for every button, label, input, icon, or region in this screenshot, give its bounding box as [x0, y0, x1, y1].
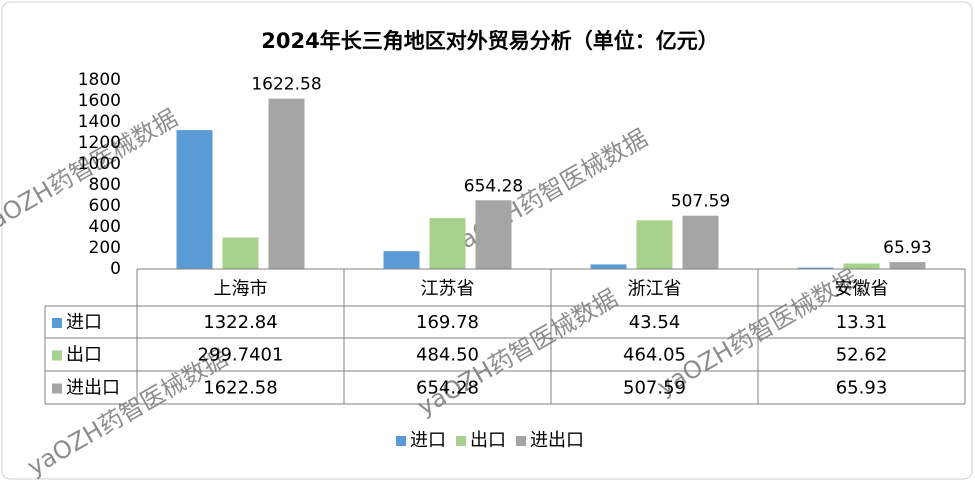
table-cell: 507.59	[623, 378, 686, 399]
legend-label: 出口	[470, 430, 506, 451]
table-cell: 13.31	[836, 312, 888, 333]
bar	[590, 264, 627, 269]
bar	[889, 262, 926, 269]
y-tick-label: 1200	[78, 133, 121, 153]
legend-key	[52, 318, 62, 328]
table-cell: 52.62	[836, 345, 888, 366]
table-row-label: 进出口	[66, 378, 120, 399]
y-tick-label: 600	[89, 196, 121, 216]
y-tick-label: 200	[89, 238, 121, 258]
legend-key	[456, 436, 466, 446]
bar	[843, 263, 880, 269]
y-tick-label: 0	[110, 259, 121, 279]
legend: 进口 出口 进出口	[396, 430, 584, 451]
table-cell: 65.93	[836, 378, 888, 399]
bar	[797, 267, 834, 269]
legend-label: 进口	[410, 430, 446, 451]
y-tick-label: 400	[89, 217, 121, 237]
table-cell: 43.54	[629, 312, 681, 333]
legend-key	[396, 436, 406, 446]
table-row-label: 进口	[66, 312, 102, 333]
legend-label: 进出口	[530, 430, 584, 451]
legend-key	[516, 436, 526, 446]
x-tick-label: 江苏省	[421, 279, 475, 300]
bar	[222, 237, 259, 269]
chart-title: 2024年长三角地区对外贸易分析（单位：亿元）	[261, 29, 718, 53]
table-cell: 299.7401	[198, 345, 284, 366]
data-label: 1622.58	[251, 75, 321, 95]
table-cell: 1322.84	[203, 312, 277, 333]
table-cell: 484.50	[416, 345, 479, 366]
legend-key	[52, 350, 62, 361]
bar	[682, 215, 719, 269]
table-cell: 464.05	[623, 345, 686, 366]
y-tick-label: 1000	[78, 154, 121, 174]
data-label: 507.59	[671, 192, 730, 212]
table-row-label: 出口	[66, 345, 102, 366]
data-label: 65.93	[883, 238, 932, 258]
y-tick-label: 1400	[78, 112, 121, 132]
bar	[268, 98, 305, 270]
bar	[383, 251, 420, 269]
bar	[475, 200, 512, 269]
table-cell: 654.28	[416, 378, 479, 399]
bar	[176, 130, 213, 269]
legend-key	[52, 383, 62, 394]
y-tick-label: 800	[89, 175, 121, 195]
bar	[636, 220, 673, 269]
table-cell: 1622.58	[203, 378, 277, 399]
table-cell: 169.78	[416, 312, 479, 333]
x-tick-label: 浙江省	[628, 279, 682, 300]
y-tick-label: 1600	[78, 91, 121, 111]
bar	[429, 218, 466, 269]
x-tick-label: 安徽省	[835, 279, 889, 300]
x-tick-label: 上海市	[214, 279, 268, 300]
data-label: 654.28	[464, 176, 523, 196]
y-tick-label: 1800	[78, 70, 121, 90]
